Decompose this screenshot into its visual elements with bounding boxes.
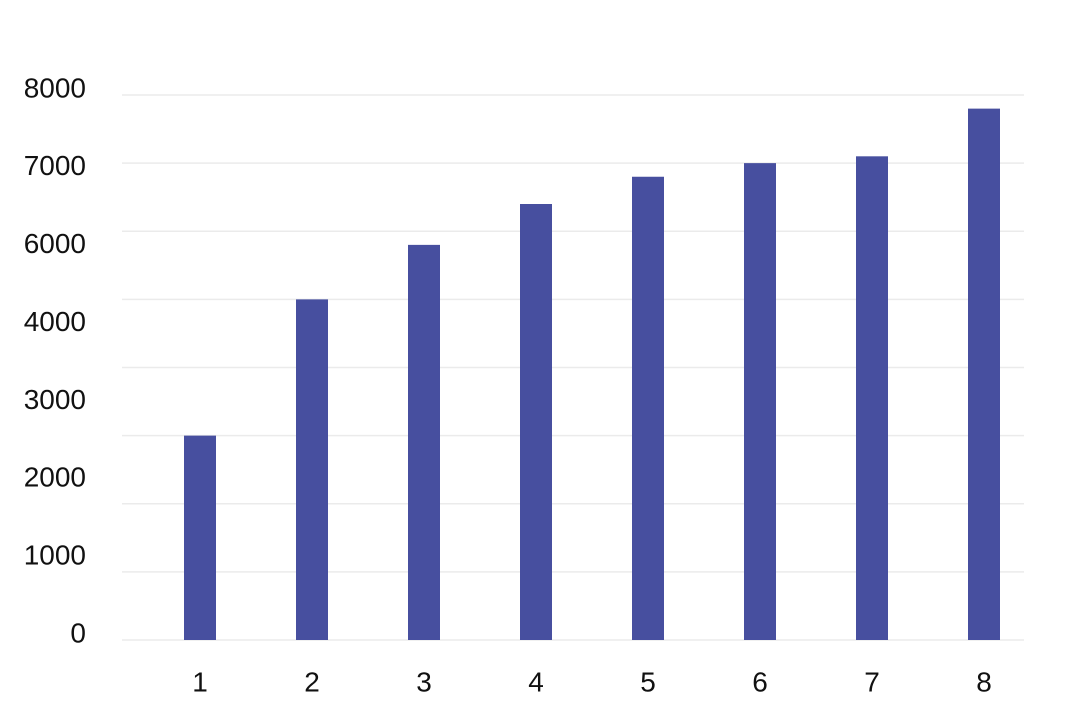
bar <box>744 163 776 640</box>
y-tick-label: 7000 <box>24 150 86 181</box>
bar <box>520 204 552 640</box>
bar <box>408 244 440 640</box>
y-tick-label: 0 <box>70 617 86 648</box>
y-tick-label: 3000 <box>24 384 86 415</box>
x-tick-label: 3 <box>416 666 432 697</box>
y-tick-label: 4000 <box>24 306 86 337</box>
bar <box>184 435 216 640</box>
x-tick-label: 6 <box>752 666 768 697</box>
bar <box>296 299 328 640</box>
x-tick-label: 8 <box>976 666 992 697</box>
bar <box>632 176 664 640</box>
x-tick-label: 1 <box>192 666 208 697</box>
y-tick-label: 2000 <box>24 462 86 493</box>
bar <box>968 108 1000 640</box>
x-tick-label: 4 <box>528 666 544 697</box>
bar <box>856 156 888 640</box>
y-tick-label: 1000 <box>24 540 86 571</box>
x-tick-label: 7 <box>864 666 880 697</box>
x-tick-label: 2 <box>304 666 320 697</box>
y-tick-label: 6000 <box>24 228 86 259</box>
x-tick-label: 5 <box>640 666 656 697</box>
y-tick-label: 8000 <box>24 72 86 103</box>
